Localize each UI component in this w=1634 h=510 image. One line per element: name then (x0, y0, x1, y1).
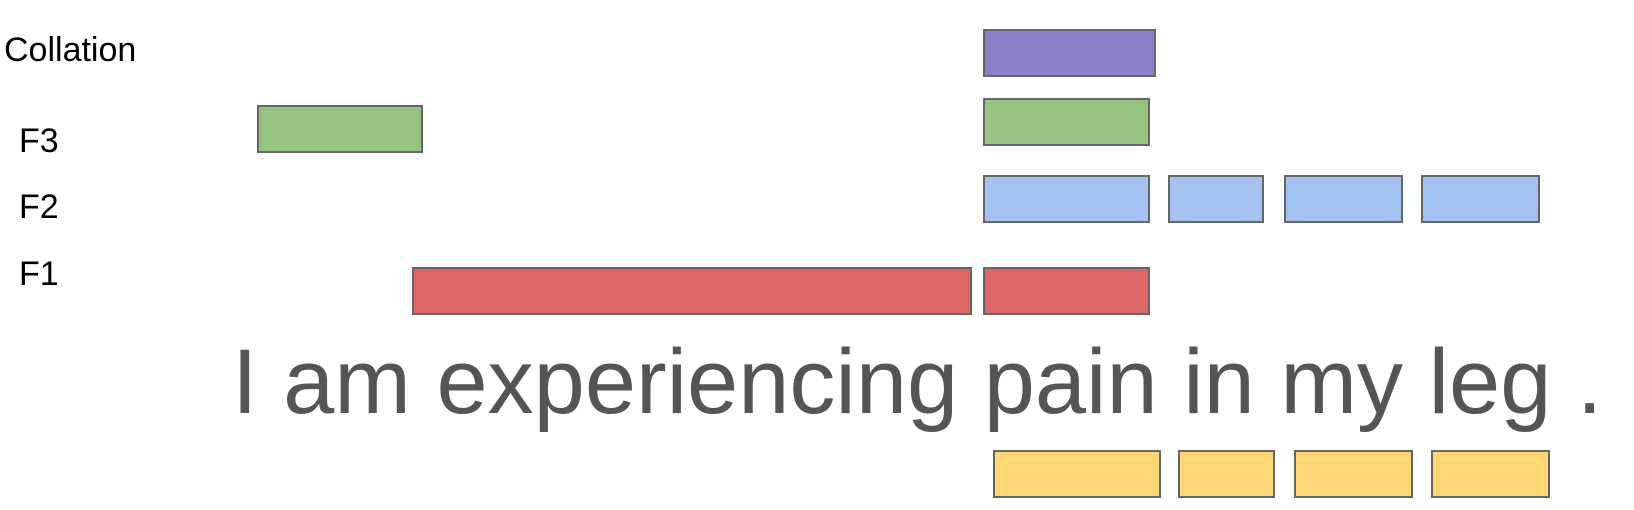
f3-span-pain (983, 98, 1150, 146)
collation-label: Collation (4, 31, 137, 69)
f1-span-pain (983, 267, 1150, 315)
f2-span-leg (1421, 175, 1540, 223)
f3-label: F3 (19, 122, 59, 160)
collation-span-pain (983, 29, 1156, 77)
output-span-leg (1431, 450, 1550, 498)
output-span-in (1178, 450, 1275, 498)
f2-span-my (1284, 175, 1403, 223)
output-span-my (1294, 450, 1413, 498)
f1-span-am-experiencing (412, 267, 972, 315)
input-sentence: I am experiencing pain in my leg . (232, 331, 1603, 433)
f2-span-in (1168, 175, 1264, 223)
f2-label: F2 (19, 188, 59, 226)
f1-label: F1 (19, 255, 59, 293)
f2-span-pain (983, 175, 1150, 223)
output-span-pain (993, 450, 1161, 498)
f3-span-i-am (257, 105, 423, 153)
